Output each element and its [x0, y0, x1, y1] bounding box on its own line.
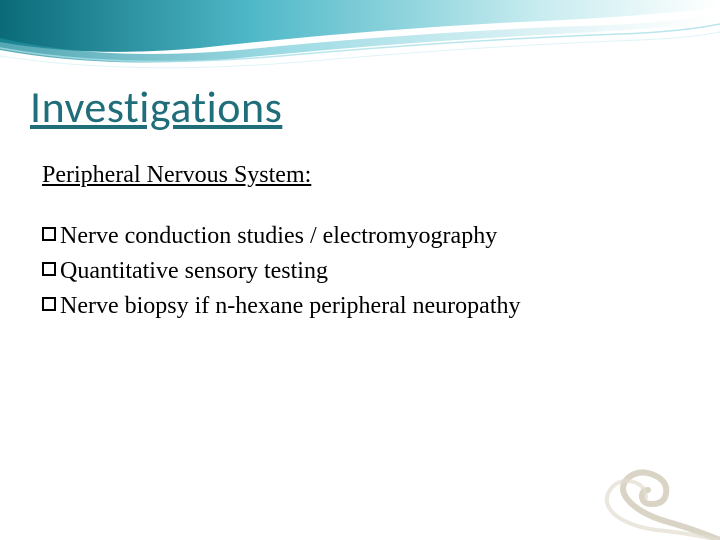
- slide-title: Investigations: [30, 80, 690, 134]
- bullet-list: Nerve conduction studies / electromyogra…: [42, 219, 690, 323]
- checkbox-icon: [42, 227, 56, 241]
- slide-subtitle: Peripheral Nervous System:: [42, 162, 690, 189]
- bullet-text: Nerve conduction studies / electromyogra…: [60, 219, 497, 254]
- checkbox-icon: [42, 262, 56, 276]
- bullet-item: Nerve conduction studies / electromyogra…: [42, 219, 690, 254]
- bullet-text: Quantitative sensory testing: [60, 254, 328, 289]
- checkbox-icon: [42, 297, 56, 311]
- bullet-text: Nerve biopsy if n-hexane peripheral neur…: [60, 289, 521, 324]
- corner-swirl-decoration: [560, 450, 720, 540]
- bullet-item: Quantitative sensory testing: [42, 254, 690, 289]
- bullet-item: Nerve biopsy if n-hexane peripheral neur…: [42, 289, 690, 324]
- swirl-svg: [560, 450, 720, 540]
